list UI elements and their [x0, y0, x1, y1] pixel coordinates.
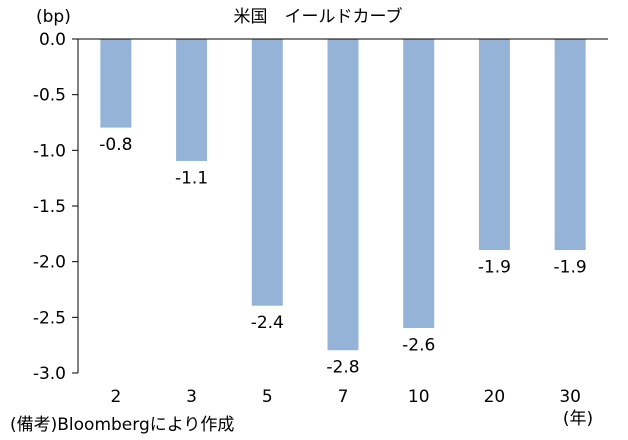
x-tick-label: 30: [559, 387, 581, 407]
y-tick-label: -2.5: [33, 308, 66, 328]
bar: [477, 38, 511, 252]
bar-series: [99, 38, 587, 352]
bar: [553, 38, 587, 252]
x-tick-label: 3: [186, 387, 197, 407]
data-label: -1.1: [175, 168, 208, 188]
y-tick-label: -2.0: [33, 253, 66, 273]
x-tick-label: 20: [484, 387, 506, 407]
bar: [402, 38, 436, 329]
data-label: -0.8: [99, 135, 132, 155]
bar: [175, 38, 209, 162]
bar: [250, 38, 284, 307]
y-tick-label: -1.5: [33, 197, 66, 217]
y-tick-label: -3.0: [33, 364, 66, 384]
x-tick-label: 10: [408, 387, 430, 407]
x-tick-label: 2: [110, 387, 121, 407]
chart-title: 米国 イールドカーブ: [234, 6, 403, 27]
y-axis-ticks: 0.0 -0.5 -1.0 -1.5 -2.0 -2.5 -3.0: [33, 30, 78, 384]
data-label: -1.9: [478, 258, 511, 278]
data-label: -2.8: [326, 358, 359, 378]
data-label: -2.6: [402, 335, 435, 355]
x-axis-unit-label: (年): [563, 409, 593, 429]
x-axis-ticks: 2 3 5 7 10 20 30: [110, 387, 581, 407]
x-tick-label: 5: [262, 387, 273, 407]
data-label: -1.9: [554, 258, 587, 278]
y-tick-label: 0.0: [39, 30, 66, 50]
y-axis-unit-label: (bp): [36, 7, 71, 27]
data-label: -2.4: [251, 313, 284, 333]
bar: [326, 38, 360, 352]
source-note: (備考)Bloombergにより作成: [10, 415, 234, 435]
y-tick-label: -0.5: [33, 86, 66, 106]
y-tick-label: -1.0: [33, 141, 66, 161]
bar: [99, 38, 133, 129]
x-tick-label: 7: [338, 387, 349, 407]
data-labels: -0.8 -1.1 -2.4 -2.8 -2.6 -1.9 -1.9: [99, 135, 586, 378]
